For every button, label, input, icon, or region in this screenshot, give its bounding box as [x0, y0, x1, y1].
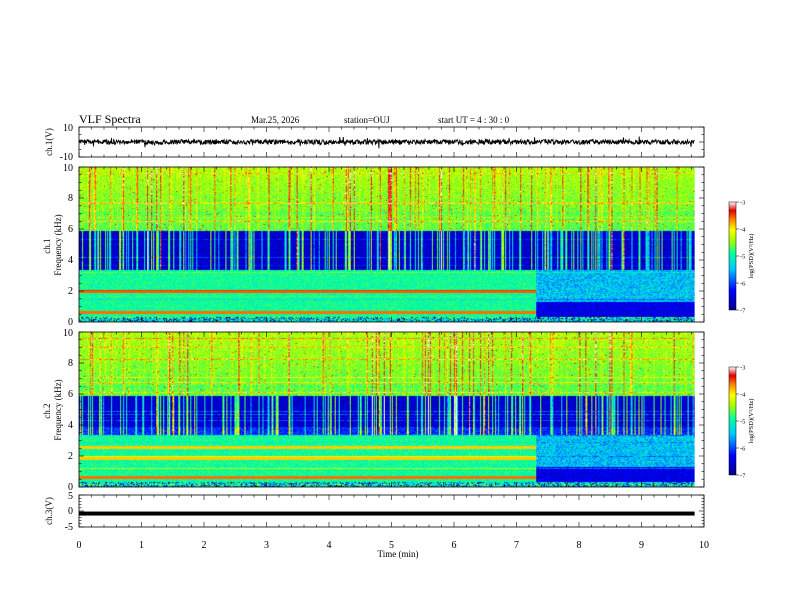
ch1-freq-tick-label: 8 [68, 193, 73, 204]
station-label: station=OUJ [344, 115, 390, 125]
ch1-waveform-ylabel: ch.1(V) [44, 128, 54, 156]
time-tick-label: 8 [577, 540, 582, 551]
time-tick-label: 1 [139, 540, 144, 551]
ch1-waveform-panel: 10 -10 ch.1(V) [44, 123, 705, 163]
ch2-spectrogram-panel: 0 2 4 6 8 10 ch.2 Frequency (kHz) [42, 328, 705, 493]
ch1-spectrogram-ylabel: ch.1 Frequency (kHz) [42, 214, 63, 275]
ch2-freq-tick-label: 8 [68, 358, 73, 369]
ch2-freq-tick-label: 4 [68, 420, 73, 431]
time-tick-label: 10 [699, 540, 709, 551]
ch2-freq-tick-label: 2 [68, 451, 73, 462]
ch1-freq-tick-label: 4 [68, 255, 73, 266]
time-tick-label: 7 [514, 540, 519, 551]
ch3-ytick-label: 5 [68, 491, 73, 502]
time-axis-title: Time (min) [378, 549, 419, 559]
colorbar-tick-label: -4 [740, 227, 746, 234]
ch3-ytick-label: -5 [65, 522, 73, 533]
colorbar-tick-label: -7 [740, 473, 746, 480]
ch1-freq-tick-label: 6 [68, 224, 73, 235]
ch1-spectrogram-image [79, 167, 695, 322]
time-tick-label: 6 [452, 540, 457, 551]
ch1-waveform-trace [79, 136, 695, 149]
ch1-freq-tick-label: 10 [63, 163, 73, 174]
ch2-freq-tick-label: 10 [63, 328, 73, 339]
time-tick-label: 5 [389, 540, 394, 551]
colorbar-tick-label: -3 [740, 200, 745, 207]
ch1-freq-tick-label: 2 [68, 286, 73, 297]
ch1-ylabel-line1: ch.1 [42, 239, 52, 254]
ch2-colorbar-gradient [728, 366, 737, 476]
ch3-waveform-frame [78, 494, 705, 528]
colorbar-tick-label: -6 [740, 446, 746, 453]
ch2-ylabel-line1: ch.2 [42, 404, 52, 419]
ch1-ylabel-line2: Frequency (kHz) [53, 214, 63, 275]
colorbar-tick-label: -6 [740, 281, 746, 288]
ch1-freq-tick-label: 0 [68, 317, 73, 328]
ch2-freq-tick-label: 0 [68, 482, 73, 493]
ch1-ytick-label: 10 [63, 123, 73, 134]
colorbar-tick-label: -7 [740, 308, 746, 315]
ch1-spectrogram-panel: 0 2 4 6 8 10 ch.1 Frequency (kHz) [42, 163, 705, 328]
ch1-colorbar-gradient [728, 201, 737, 311]
ch2-freq-tick-label: 6 [68, 389, 73, 400]
time-tick-label: 3 [264, 540, 269, 551]
ch2-spectrogram-image [79, 332, 695, 487]
ch1-colorbar: -3 -4 -5 -6 -7 log(PSD)(V²/Hz) [728, 200, 755, 315]
ch2-colorbar: -3 -4 -5 -6 -7 log(PSD)(V²/Hz) [728, 365, 755, 480]
ch2-spectrogram-ylabel: ch.2 Frequency (kHz) [42, 379, 63, 440]
time-tick-label: 2 [202, 540, 207, 551]
start-ut-label: start UT = 4 : 30 : 0 [438, 115, 510, 125]
date-label: Mar.25, 2026 [251, 115, 300, 125]
colorbar-tick-label: -5 [740, 254, 745, 261]
ch3-waveform-ylabel: ch.3(V) [44, 497, 54, 525]
colorbar-tick-label: -4 [740, 392, 746, 399]
ch1-ytick-label: -10 [60, 152, 73, 163]
colorbar-tick-label: -5 [740, 419, 745, 426]
figure-title: VLF Spectra [79, 112, 141, 126]
ch2-ylabel-line2: Frequency (kHz) [53, 379, 63, 440]
time-tick-label: 4 [327, 540, 332, 551]
time-tick-label: 0 [77, 540, 82, 551]
ch1-colorbar-title: log(PSD)(V²/Hz) [748, 234, 755, 279]
ch2-colorbar-title: log(PSD)(V²/Hz) [748, 399, 755, 444]
ch3-waveform-trace [79, 511, 695, 516]
time-axis-labels: 0 1 2 3 4 5 6 7 8 9 10 [77, 540, 710, 551]
ch3-ytick-label: 0 [68, 506, 73, 517]
colorbar-tick-label: -3 [740, 365, 745, 372]
ch3-waveform-panel: 5 0 -5 ch.3(V) [44, 491, 705, 533]
time-tick-label: 9 [639, 540, 644, 551]
